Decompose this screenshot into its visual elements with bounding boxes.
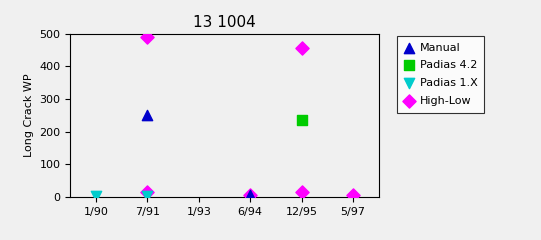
High-Low [246,193,255,197]
Title: 13 1004: 13 1004 [193,15,256,30]
Padias 4.2 [297,118,306,122]
Legend: Manual, Padias 4.2, Padias 1.X, High-Low: Manual, Padias 4.2, Padias 1.X, High-Low [397,36,484,113]
High-Low [143,35,151,39]
Padias 1.X [91,194,101,198]
High-Low [348,193,357,197]
Manual [143,113,151,117]
High-Low [297,46,306,50]
High-Low [297,190,306,194]
Y-axis label: Long Crack WP: Long Crack WP [24,73,34,157]
Padias 1.X [143,194,151,198]
Manual [246,193,255,197]
High-Low [143,190,151,194]
